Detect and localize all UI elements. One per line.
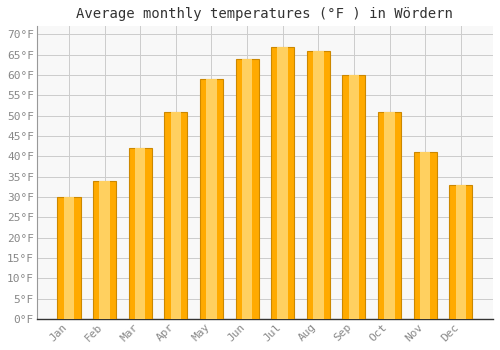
Bar — [378, 112, 401, 319]
Bar — [164, 112, 188, 319]
Bar — [342, 75, 365, 319]
Bar — [420, 152, 430, 319]
Bar — [236, 59, 258, 319]
Bar — [100, 181, 110, 319]
Bar — [128, 148, 152, 319]
Bar — [58, 197, 80, 319]
Bar — [348, 75, 359, 319]
Bar — [449, 185, 472, 319]
Bar — [200, 79, 223, 319]
Bar — [278, 47, 288, 319]
Bar — [271, 47, 294, 319]
Bar — [135, 148, 145, 319]
Bar — [414, 152, 436, 319]
Bar — [313, 51, 324, 319]
Bar — [170, 112, 181, 319]
Bar — [64, 197, 74, 319]
Bar — [306, 51, 330, 319]
Bar — [206, 79, 216, 319]
Bar — [456, 185, 466, 319]
Bar — [384, 112, 394, 319]
Title: Average monthly temperatures (°F ) in Wördern: Average monthly temperatures (°F ) in Wö… — [76, 7, 454, 21]
Bar — [93, 181, 116, 319]
Bar — [242, 59, 252, 319]
